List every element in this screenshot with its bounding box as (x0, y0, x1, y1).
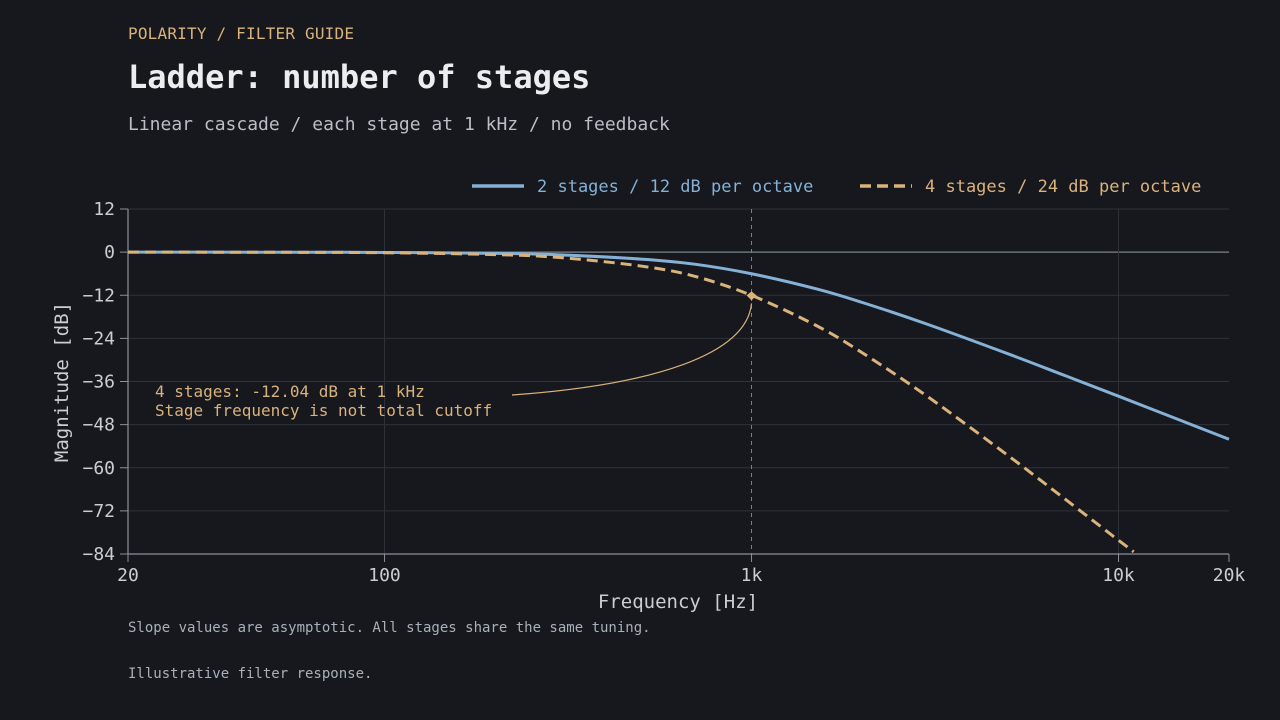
footnote-caption: Illustrative filter response. (128, 666, 373, 682)
y-tick-label: 0 (104, 242, 115, 263)
annotation-text-line-1: 4 stages: -12.04 dB at 1 kHz (155, 382, 425, 401)
annotation-text-line-2: Stage frequency is not total cutoff (155, 401, 492, 420)
page-kicker: POLARITY / FILTER GUIDE (128, 24, 355, 43)
x-tick-label: 20 (117, 565, 139, 586)
grid-layer (128, 208, 1229, 555)
annotation-arrowhead (746, 291, 757, 301)
y-tick-label: −12 (82, 285, 115, 306)
y-tick-label: −60 (82, 458, 115, 479)
y-tick-label: −48 (82, 415, 115, 436)
y-tick-label: 12 (93, 199, 115, 220)
chart-legend: 2 stages / 12 dB per octave 4 stages / 2… (472, 177, 1201, 197)
y-tick-label: −36 (82, 372, 115, 393)
legend-label-4-stages: 4 stages / 24 dB per octave (925, 177, 1201, 197)
series-layer (127, 250, 1230, 554)
x-axis-label: Frequency [Hz] (598, 591, 758, 613)
page-title: Ladder: number of stages (128, 58, 591, 96)
y-tick-label: −84 (82, 544, 115, 565)
y-tick-label: −72 (82, 501, 115, 522)
legend-label-2-stages: 2 stages / 12 dB per octave (537, 177, 813, 197)
y-axis-label: Magnitude [dB] (51, 302, 73, 462)
annotation-leader-line (511, 303, 753, 396)
y-tick-label: −24 (82, 328, 115, 349)
x-tick-label: 10k (1102, 565, 1135, 586)
footnote-slope: Slope values are asymptotic. All stages … (128, 620, 651, 636)
page-subtitle: Linear cascade / each stage at 1 kHz / n… (128, 114, 670, 135)
annotation-layer: 4 stages: -12.04 dB at 1 kHz Stage frequ… (155, 291, 757, 420)
x-tick-label: 1k (741, 565, 763, 586)
x-tick-label: 20k (1213, 565, 1246, 586)
x-tick-label: 100 (368, 565, 401, 586)
